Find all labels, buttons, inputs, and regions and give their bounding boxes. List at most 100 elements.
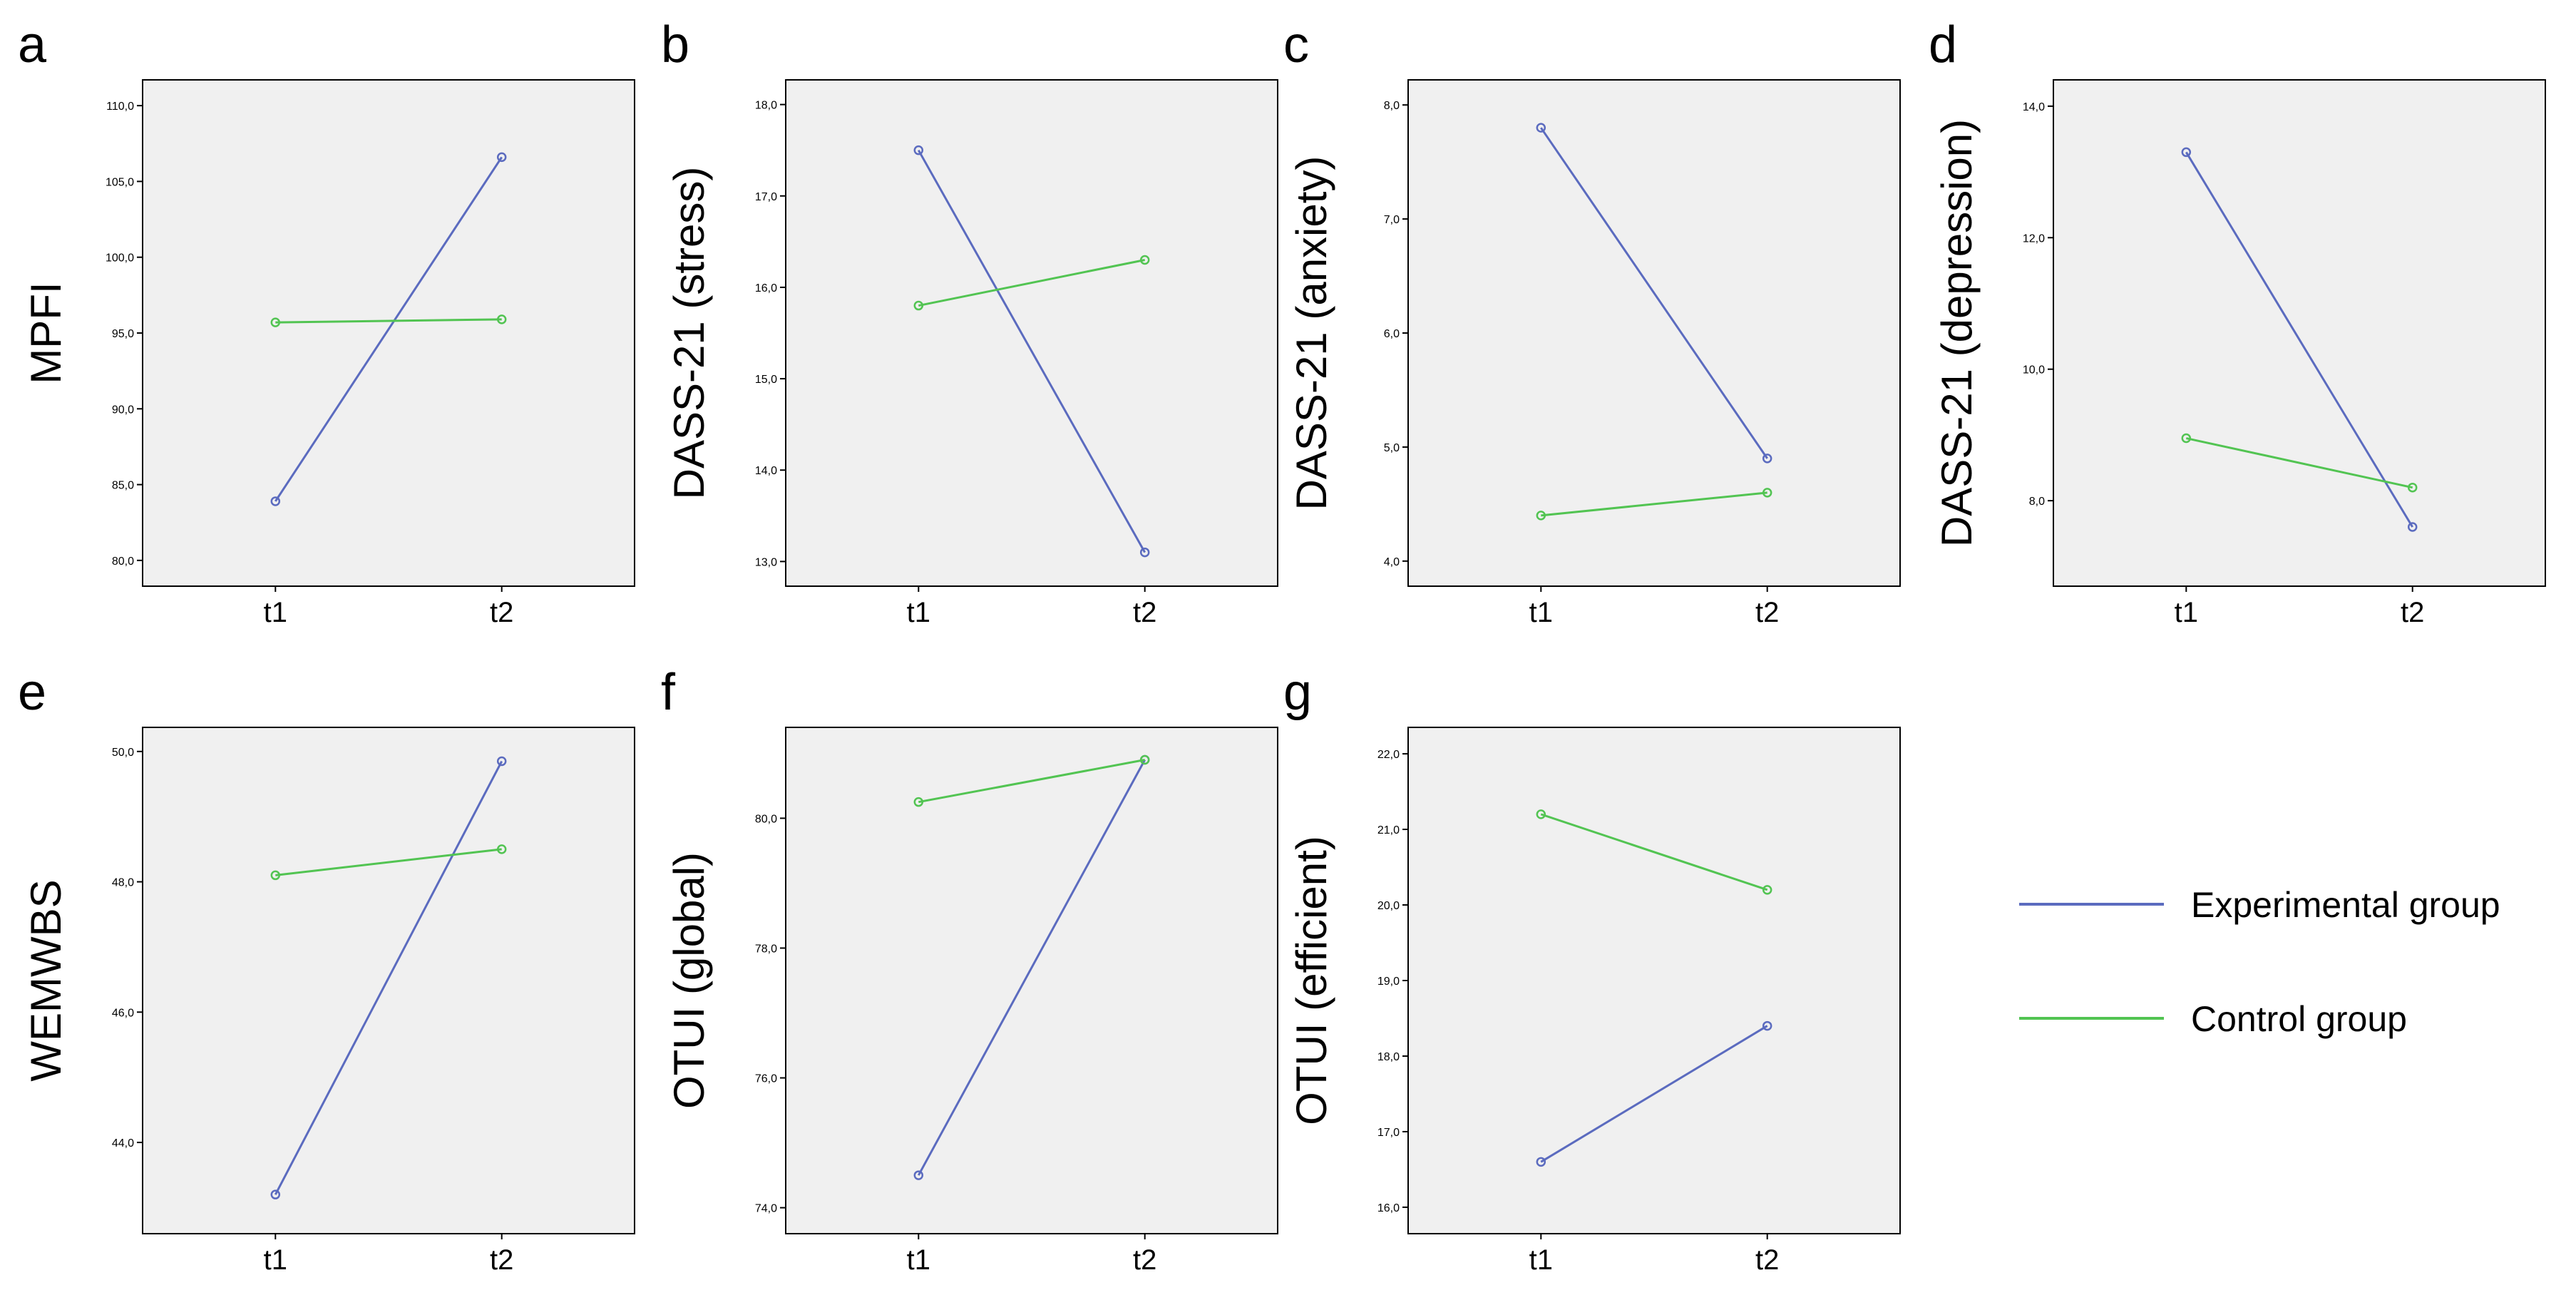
y-axis-label: MPFI bbox=[22, 282, 70, 384]
series-line-experimental bbox=[274, 156, 503, 502]
series-line-control bbox=[275, 848, 502, 876]
plot-area bbox=[1407, 79, 1901, 587]
y-tick-label: 90,0 bbox=[112, 404, 134, 416]
y-tick-label: 46,0 bbox=[112, 1007, 134, 1019]
series-line-control bbox=[1541, 491, 1767, 517]
data-point-control bbox=[1762, 488, 1772, 498]
plot-area bbox=[785, 79, 1278, 587]
data-point-control bbox=[1536, 809, 1546, 819]
data-point-experimental bbox=[1762, 454, 1772, 464]
y-tick-label: 6,0 bbox=[1384, 328, 1400, 340]
x-tick-label: t1 bbox=[907, 597, 930, 628]
plot-area bbox=[142, 727, 635, 1234]
panel-letter: b bbox=[661, 16, 689, 73]
y-tick-label: 48,0 bbox=[112, 877, 134, 889]
x-tick-label: t1 bbox=[1529, 597, 1553, 628]
y-tick-label: 85,0 bbox=[112, 480, 134, 492]
legend-experimental-label: Experimental group bbox=[2191, 885, 2500, 925]
panel-letter: f bbox=[661, 664, 676, 721]
data-point-control bbox=[913, 797, 924, 807]
data-point-experimental bbox=[270, 1189, 281, 1199]
data-point-control bbox=[1536, 511, 1546, 521]
data-point-experimental bbox=[1536, 123, 1546, 133]
y-tick-label: 17,0 bbox=[755, 191, 777, 203]
y-tick-label: 5,0 bbox=[1384, 442, 1400, 454]
y-tick-label: 110,0 bbox=[106, 101, 134, 113]
data-point-control bbox=[496, 314, 507, 324]
panel-letter: e bbox=[18, 664, 46, 721]
data-point-control bbox=[496, 844, 507, 854]
data-point-experimental bbox=[913, 145, 924, 155]
series-line-experimental bbox=[274, 760, 503, 1195]
y-axis-label: WEMWBS bbox=[22, 879, 70, 1081]
data-point-experimental bbox=[270, 496, 281, 506]
data-point-control bbox=[2181, 433, 2192, 444]
y-tick-label: 78,0 bbox=[755, 943, 777, 955]
x-tick-label: t2 bbox=[1133, 597, 1156, 628]
y-tick-label: 12,0 bbox=[2023, 232, 2045, 245]
y-axis-label: DASS-21 (stress) bbox=[665, 167, 713, 500]
data-point-control bbox=[913, 300, 924, 311]
panel-letter: a bbox=[18, 16, 47, 73]
plot-area bbox=[785, 727, 1278, 1234]
legend: Experimental group Control group bbox=[2019, 885, 2500, 1039]
x-tick-label: t2 bbox=[2401, 597, 2424, 628]
panel-b: b 13,0 14,0 15,0 16,0 17,0 18,0 t1 t2 DASS-21 (st… bbox=[661, 16, 1278, 628]
y-tick-label: 95,0 bbox=[112, 328, 134, 340]
series-line-experimental bbox=[1540, 127, 1768, 459]
y-tick-label: 8,0 bbox=[2029, 496, 2045, 508]
y-axis-label: DASS-21 (depression) bbox=[1933, 119, 1981, 547]
y-tick-label: 17,0 bbox=[1377, 1127, 1400, 1139]
x-tick-label: t1 bbox=[264, 597, 287, 628]
data-point-experimental bbox=[1762, 1020, 1772, 1031]
y-axis-label: OTUI (efficient) bbox=[1288, 836, 1335, 1125]
data-point-experimental bbox=[1536, 1157, 1546, 1167]
x-tick-label: t2 bbox=[1755, 1244, 1779, 1276]
y-tick-label: 80,0 bbox=[112, 556, 134, 568]
series-line-experimental bbox=[917, 149, 1146, 553]
y-tick-label: 74,0 bbox=[755, 1203, 777, 1215]
panel-f: f 74,0 76,0 78,0 80,0 t1 t2 OTUI (global) bbox=[661, 664, 1278, 1276]
panel-d: d 8,0 10,0 12,0 14,0 t1 t2 DASS-21 (depression) bbox=[1929, 16, 2546, 628]
y-tick-label: 15,0 bbox=[755, 374, 777, 386]
panel-letter: g bbox=[1283, 664, 1312, 721]
series-line-control bbox=[2185, 437, 2413, 489]
y-axis-label: DASS-21 (anxiety) bbox=[1288, 156, 1335, 511]
plot-area bbox=[2053, 79, 2546, 587]
y-tick-label: 100,0 bbox=[106, 252, 134, 265]
y-tick-label: 21,0 bbox=[1377, 824, 1400, 836]
y-tick-label: 18,0 bbox=[1377, 1051, 1400, 1063]
x-tick-label: t1 bbox=[907, 1244, 930, 1276]
series-line-control bbox=[918, 259, 1145, 307]
series-line-control bbox=[1540, 813, 1768, 891]
y-tick-label: 76,0 bbox=[755, 1073, 777, 1085]
data-point-experimental bbox=[496, 756, 507, 767]
y-tick-label: 20,0 bbox=[1377, 900, 1400, 912]
data-point-experimental bbox=[2407, 522, 2418, 532]
x-tick-label: t1 bbox=[1529, 1244, 1553, 1276]
x-tick-label: t1 bbox=[2175, 597, 2198, 628]
y-tick-label: 22,0 bbox=[1377, 749, 1400, 761]
x-tick-label: t2 bbox=[1755, 597, 1779, 628]
panel-a: a 80,0 85,0 90,0 95,0 100,0 105,0 110,0 t1 t2 MPFI bbox=[18, 16, 635, 628]
plot-area bbox=[1407, 727, 1901, 1234]
data-point-experimental bbox=[1139, 547, 1150, 558]
y-tick-label: 18,0 bbox=[755, 100, 777, 112]
y-tick-label: 44,0 bbox=[112, 1137, 134, 1150]
data-point-control bbox=[1139, 754, 1150, 765]
series-line-experimental bbox=[1540, 1025, 1768, 1163]
data-point-control bbox=[1139, 255, 1150, 265]
data-point-control bbox=[270, 317, 281, 327]
y-tick-label: 8,0 bbox=[1384, 100, 1400, 112]
y-tick-label: 50,0 bbox=[112, 747, 134, 759]
panel-c: c 4,0 5,0 6,0 7,0 8,0 t1 t2 DASS-21 (anxiety) bbox=[1283, 16, 1901, 628]
data-point-control bbox=[270, 870, 281, 881]
series-line-control bbox=[918, 759, 1145, 804]
y-axis-label: OTUI (global) bbox=[665, 852, 713, 1109]
panel-letter: c bbox=[1283, 16, 1309, 73]
plot-area bbox=[142, 79, 635, 587]
panel-g: g 16,0 17,0 18,0 19,0 20,0 21,0 22,0 t1 t2 OTUI (e… bbox=[1283, 664, 1901, 1276]
y-tick-label: 10,0 bbox=[2023, 364, 2045, 377]
data-point-experimental bbox=[2181, 147, 2192, 158]
